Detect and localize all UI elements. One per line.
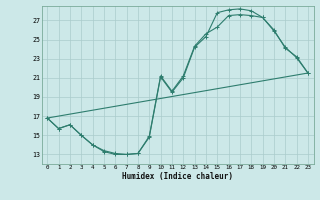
X-axis label: Humidex (Indice chaleur): Humidex (Indice chaleur) — [122, 172, 233, 181]
